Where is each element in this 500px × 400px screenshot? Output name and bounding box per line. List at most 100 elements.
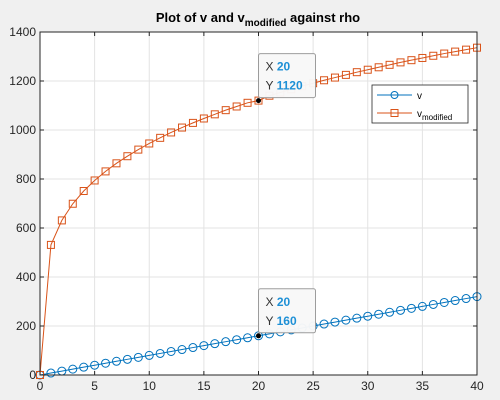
x-tick-label: 10	[143, 379, 157, 393]
data-point-circle[interactable]	[396, 305, 406, 315]
datatip-point	[256, 333, 261, 339]
data-point-square[interactable]	[221, 106, 230, 115]
datatip-y-row: Y 160	[266, 314, 297, 328]
x-tick-label: 20	[252, 379, 266, 393]
data-point-circle[interactable]	[374, 309, 384, 319]
x-tick-label: 25	[306, 379, 320, 393]
datatip-box	[258, 288, 316, 334]
data-point-circle[interactable]	[450, 296, 460, 306]
data-point-circle[interactable]	[363, 311, 373, 321]
data-point-circle[interactable]	[385, 307, 395, 317]
data-point-circle[interactable]	[111, 356, 121, 366]
datatip[interactable]: X 20 Y 1120	[256, 53, 316, 104]
data-point-square[interactable]	[341, 70, 350, 79]
y-tick-label: 1200	[9, 74, 36, 88]
data-point-square[interactable]	[396, 58, 405, 67]
series-layer	[35, 43, 482, 380]
data-point-circle[interactable]	[352, 313, 362, 323]
data-point-circle[interactable]	[417, 301, 427, 311]
datatip[interactable]: X 20 Y 160	[256, 288, 316, 339]
data-point-square[interactable]	[199, 114, 208, 123]
data-point-circle[interactable]	[341, 315, 351, 325]
legend-label: v	[417, 91, 422, 102]
y-tick-label: 600	[16, 221, 36, 235]
data-point-square[interactable]	[90, 176, 99, 185]
data-point-circle[interactable]	[428, 299, 438, 309]
data-point-square[interactable]	[134, 145, 143, 154]
data-point-square[interactable]	[451, 47, 460, 56]
data-point-circle[interactable]	[79, 362, 89, 372]
data-point-square[interactable]	[68, 199, 77, 208]
data-point-square[interactable]	[232, 102, 241, 111]
datatip-x-row: X 20	[266, 295, 291, 309]
y-tick-label: 0	[29, 368, 36, 382]
data-point-circle[interactable]	[406, 303, 416, 313]
data-point-circle[interactable]	[166, 346, 176, 356]
data-point-square[interactable]	[123, 152, 132, 161]
data-point-circle[interactable]	[243, 333, 253, 343]
x-tick-label: 15	[197, 379, 211, 393]
legend-box	[371, 84, 469, 124]
data-point-square[interactable]	[57, 216, 66, 225]
data-point-circle[interactable]	[319, 319, 329, 329]
data-point-square[interactable]	[418, 53, 427, 62]
data-point-square[interactable]	[385, 60, 394, 69]
data-point-circle[interactable]	[188, 343, 198, 353]
data-point-square[interactable]	[462, 45, 471, 54]
data-point-circle[interactable]	[199, 341, 209, 351]
data-point-square[interactable]	[101, 167, 110, 176]
data-point-circle[interactable]	[90, 360, 100, 370]
data-point-circle[interactable]	[101, 358, 111, 368]
data-point-square[interactable]	[46, 240, 55, 249]
data-point-circle[interactable]	[155, 348, 165, 358]
datatip-y-row: Y 1120	[266, 79, 303, 93]
data-point-circle[interactable]	[210, 339, 220, 349]
legend-entry[interactable]: v	[377, 91, 422, 102]
data-point-square[interactable]	[210, 110, 219, 119]
datatip-x-row: X 20	[266, 60, 291, 74]
legend-marker-circle	[390, 91, 399, 99]
data-point-square[interactable]	[363, 65, 372, 74]
legend[interactable]: v vmodified	[371, 84, 469, 124]
data-point-circle[interactable]	[46, 368, 56, 378]
data-point-circle[interactable]	[330, 317, 340, 327]
data-point-circle[interactable]	[144, 350, 154, 360]
legend-label: vmodified	[417, 109, 452, 122]
data-point-circle[interactable]	[461, 294, 471, 304]
data-point-square[interactable]	[178, 123, 187, 132]
data-point-circle[interactable]	[177, 345, 187, 355]
data-point-circle[interactable]	[232, 335, 242, 345]
data-point-square[interactable]	[330, 73, 339, 82]
data-point-square[interactable]	[429, 51, 438, 60]
data-point-square[interactable]	[188, 118, 197, 127]
y-tick-label: 800	[16, 172, 36, 186]
datatip-box	[258, 53, 316, 99]
data-point-circle[interactable]	[133, 352, 143, 362]
data-point-square[interactable]	[145, 139, 154, 148]
y-tick-label: 200	[16, 319, 36, 333]
data-point-square[interactable]	[79, 187, 88, 196]
y-tick-label: 400	[16, 270, 36, 284]
data-point-square[interactable]	[320, 76, 329, 85]
data-point-circle[interactable]	[221, 337, 231, 347]
data-point-square[interactable]	[440, 49, 449, 58]
data-point-square[interactable]	[352, 68, 361, 77]
tick-labels: 0 5 10 15 20 25 30 35 40020040060080010001200140…	[9, 25, 484, 393]
x-tick-label: 30	[361, 379, 375, 393]
datatips-layer: X 20 Y 1120 X 20 Y 160	[256, 53, 316, 339]
data-point-square[interactable]	[156, 133, 165, 142]
data-point-square[interactable]	[167, 128, 176, 137]
y-tick-label: 1400	[9, 25, 36, 39]
legend-entry[interactable]: vmodified	[377, 109, 452, 122]
data-point-square[interactable]	[407, 56, 416, 65]
data-point-square[interactable]	[112, 159, 121, 168]
data-point-circle[interactable]	[122, 354, 132, 364]
data-point-circle[interactable]	[68, 364, 78, 374]
datatip-point	[256, 98, 261, 104]
x-tick-label: 40	[470, 379, 484, 393]
data-point-square[interactable]	[243, 98, 252, 107]
data-point-square[interactable]	[374, 63, 383, 72]
data-point-circle[interactable]	[439, 297, 449, 307]
